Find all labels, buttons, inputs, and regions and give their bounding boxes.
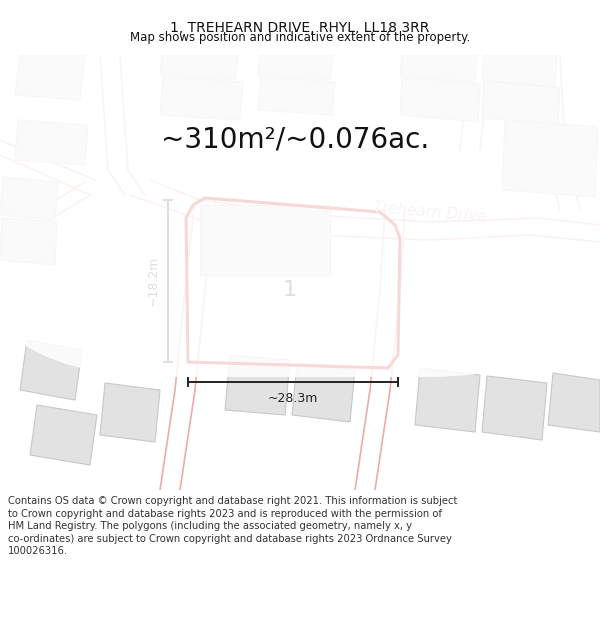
Polygon shape <box>258 77 335 115</box>
Polygon shape <box>160 55 238 80</box>
Text: Map shows position and indicative extent of the property.: Map shows position and indicative extent… <box>130 31 470 44</box>
Text: ~310m²/~0.076ac.: ~310m²/~0.076ac. <box>161 126 429 154</box>
Text: 100026316.: 100026316. <box>8 546 68 556</box>
Text: 1, TREHEARN DRIVE, RHYL, LL18 3RR: 1, TREHEARN DRIVE, RHYL, LL18 3RR <box>170 21 430 34</box>
Polygon shape <box>482 81 560 125</box>
Text: ~28.3m: ~28.3m <box>268 391 318 404</box>
Polygon shape <box>100 383 160 442</box>
Polygon shape <box>502 120 598 197</box>
Polygon shape <box>0 177 58 220</box>
Polygon shape <box>400 77 480 122</box>
Text: HM Land Registry. The polygons (including the associated geometry, namely x, y: HM Land Registry. The polygons (includin… <box>8 521 412 531</box>
Polygon shape <box>482 55 557 87</box>
Polygon shape <box>258 55 333 80</box>
Polygon shape <box>225 355 290 415</box>
Polygon shape <box>15 120 88 165</box>
Text: Trehearn Drive: Trehearn Drive <box>373 199 487 224</box>
Polygon shape <box>0 218 57 265</box>
Text: 1: 1 <box>283 280 297 300</box>
Polygon shape <box>400 55 477 82</box>
Text: Contains OS data © Crown copyright and database right 2021. This information is : Contains OS data © Crown copyright and d… <box>8 496 457 506</box>
Text: to Crown copyright and database rights 2023 and is reproduced with the permissio: to Crown copyright and database rights 2… <box>8 509 442 519</box>
Polygon shape <box>30 405 97 465</box>
Polygon shape <box>415 368 480 432</box>
Text: ~18.2m: ~18.2m <box>146 256 160 306</box>
Polygon shape <box>548 373 600 432</box>
Text: co-ordinates) are subject to Crown copyright and database rights 2023 Ordnance S: co-ordinates) are subject to Crown copyr… <box>8 534 452 544</box>
Polygon shape <box>292 363 355 422</box>
Polygon shape <box>200 205 330 275</box>
Polygon shape <box>20 340 82 400</box>
Polygon shape <box>482 376 547 440</box>
Polygon shape <box>160 77 243 120</box>
Polygon shape <box>15 55 85 100</box>
